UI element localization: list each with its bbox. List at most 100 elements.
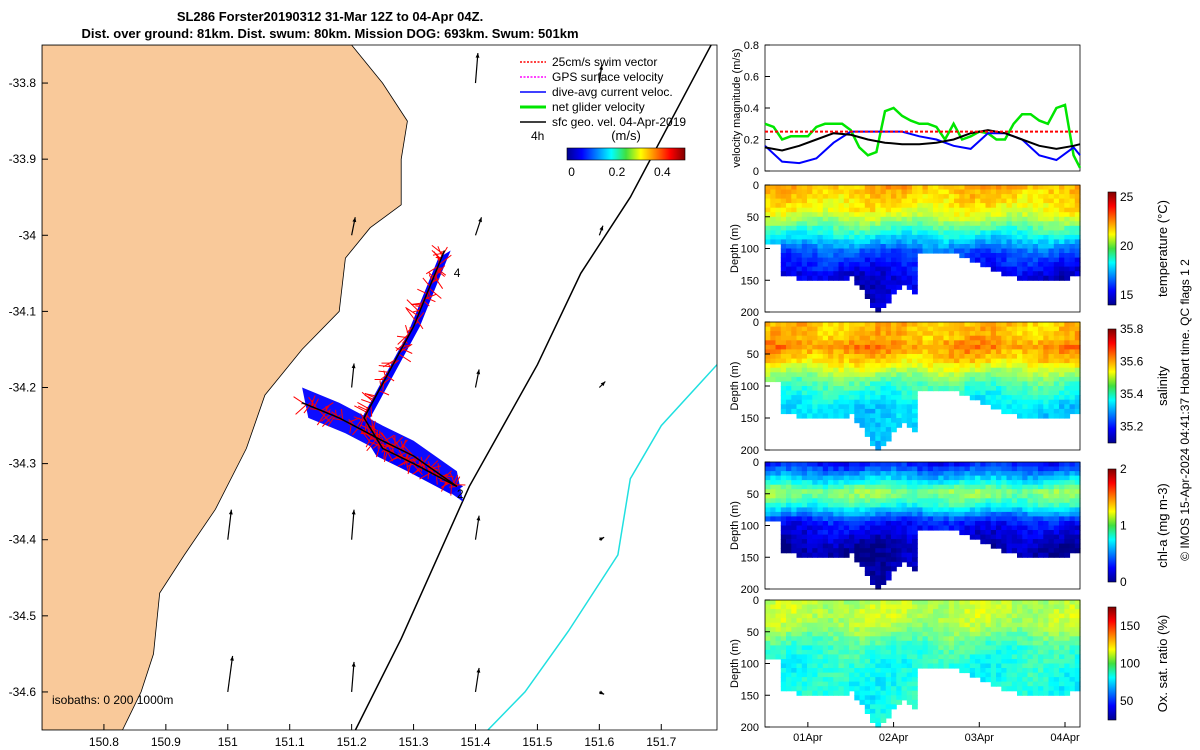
section-cell xyxy=(1022,349,1029,355)
section-cell xyxy=(822,552,829,558)
section-cell xyxy=(938,194,945,200)
section-colorbar-label: salinity xyxy=(1155,366,1170,406)
section-cell xyxy=(812,649,819,655)
section-cell xyxy=(791,521,798,527)
section-cell xyxy=(801,484,808,490)
section-cell xyxy=(969,212,976,218)
section-cell xyxy=(833,363,840,369)
section-cell xyxy=(1001,516,1008,522)
section-cell xyxy=(922,618,929,624)
section-cell xyxy=(996,257,1002,263)
section-cell xyxy=(1001,672,1008,678)
section-cell xyxy=(807,248,813,254)
section-cell xyxy=(948,631,955,637)
section-cell xyxy=(1032,390,1039,396)
section-cell xyxy=(969,645,976,651)
section-cell xyxy=(901,372,908,378)
section-cell xyxy=(807,275,813,281)
section-cell xyxy=(1001,194,1008,200)
section-cell xyxy=(1048,395,1055,401)
section-cell xyxy=(990,404,997,410)
section-cell xyxy=(1001,466,1008,472)
section-cell xyxy=(843,198,850,204)
section-cell xyxy=(875,708,882,714)
section-cell xyxy=(948,636,955,642)
section-cell xyxy=(880,627,887,633)
section-cell xyxy=(859,613,866,619)
section-cell xyxy=(822,367,829,373)
section-cell xyxy=(833,636,840,642)
section-cell xyxy=(859,668,866,674)
section-cell xyxy=(996,234,1002,240)
section-cell xyxy=(870,221,876,227)
section-cell xyxy=(1064,230,1071,236)
section-cell xyxy=(817,534,824,540)
section-cell xyxy=(917,363,924,369)
section-cell xyxy=(833,390,840,396)
geo-velocity-arrowhead xyxy=(600,381,606,387)
section-cell xyxy=(801,367,808,373)
section-cell xyxy=(1017,367,1023,373)
section-cell xyxy=(990,349,997,355)
section-cell xyxy=(880,552,887,558)
section-cell xyxy=(828,354,834,360)
section-cell xyxy=(880,640,887,646)
section-cell xyxy=(870,207,876,213)
section-cell xyxy=(1069,344,1076,351)
section-cell xyxy=(927,489,934,495)
section-cell xyxy=(969,331,976,337)
section-cell xyxy=(801,466,808,472)
section-cell xyxy=(990,466,997,472)
section-cell xyxy=(959,600,966,606)
section-cell xyxy=(933,358,939,364)
section-cell xyxy=(964,376,971,383)
section-cell xyxy=(786,376,792,383)
section-cell xyxy=(1022,498,1029,504)
section-cell xyxy=(875,239,882,245)
section-cell xyxy=(870,704,876,710)
section-cell xyxy=(864,326,871,332)
section-cell xyxy=(1032,381,1039,387)
section-cell xyxy=(1053,498,1060,504)
section-cell xyxy=(927,376,934,383)
section-cell xyxy=(1011,216,1018,222)
section-cell xyxy=(775,502,782,508)
section-cell xyxy=(870,244,876,250)
section-cell xyxy=(1022,225,1029,231)
section-cell xyxy=(838,358,845,364)
section-cell xyxy=(875,307,882,313)
section-cell xyxy=(954,189,960,195)
section-cell xyxy=(896,609,903,615)
section-cell xyxy=(1001,390,1008,396)
geo-velocity-arrowhead xyxy=(351,661,356,667)
section-cell xyxy=(990,681,997,687)
section-cell xyxy=(765,344,771,351)
section-cell xyxy=(906,225,913,231)
section-cell xyxy=(922,381,929,387)
section-cell xyxy=(870,604,876,610)
section-cell xyxy=(954,663,960,669)
section-cell xyxy=(948,484,955,490)
section-cell xyxy=(901,493,908,499)
section-cell xyxy=(922,358,929,364)
section-cell xyxy=(885,293,892,299)
section-cell xyxy=(896,390,903,396)
section-cell xyxy=(838,185,845,191)
section-cell xyxy=(765,475,771,481)
section-cell xyxy=(959,475,966,481)
section-cell xyxy=(1017,552,1023,558)
section-cell xyxy=(859,677,866,683)
section-cell xyxy=(885,381,892,387)
section-cell xyxy=(1043,534,1050,540)
section-cell xyxy=(812,194,819,200)
section-cell xyxy=(985,230,992,236)
section-cell xyxy=(885,363,892,369)
section-cell xyxy=(770,604,777,610)
section-cell xyxy=(770,216,777,222)
section-cell xyxy=(880,668,887,674)
section-cell xyxy=(880,543,887,549)
section-cell xyxy=(922,622,929,628)
section-cell xyxy=(891,600,897,606)
section-cell xyxy=(906,198,913,204)
figure-title-line-1: SL286 Forster20190312 31-Mar 12Z to 04-A… xyxy=(176,9,484,24)
